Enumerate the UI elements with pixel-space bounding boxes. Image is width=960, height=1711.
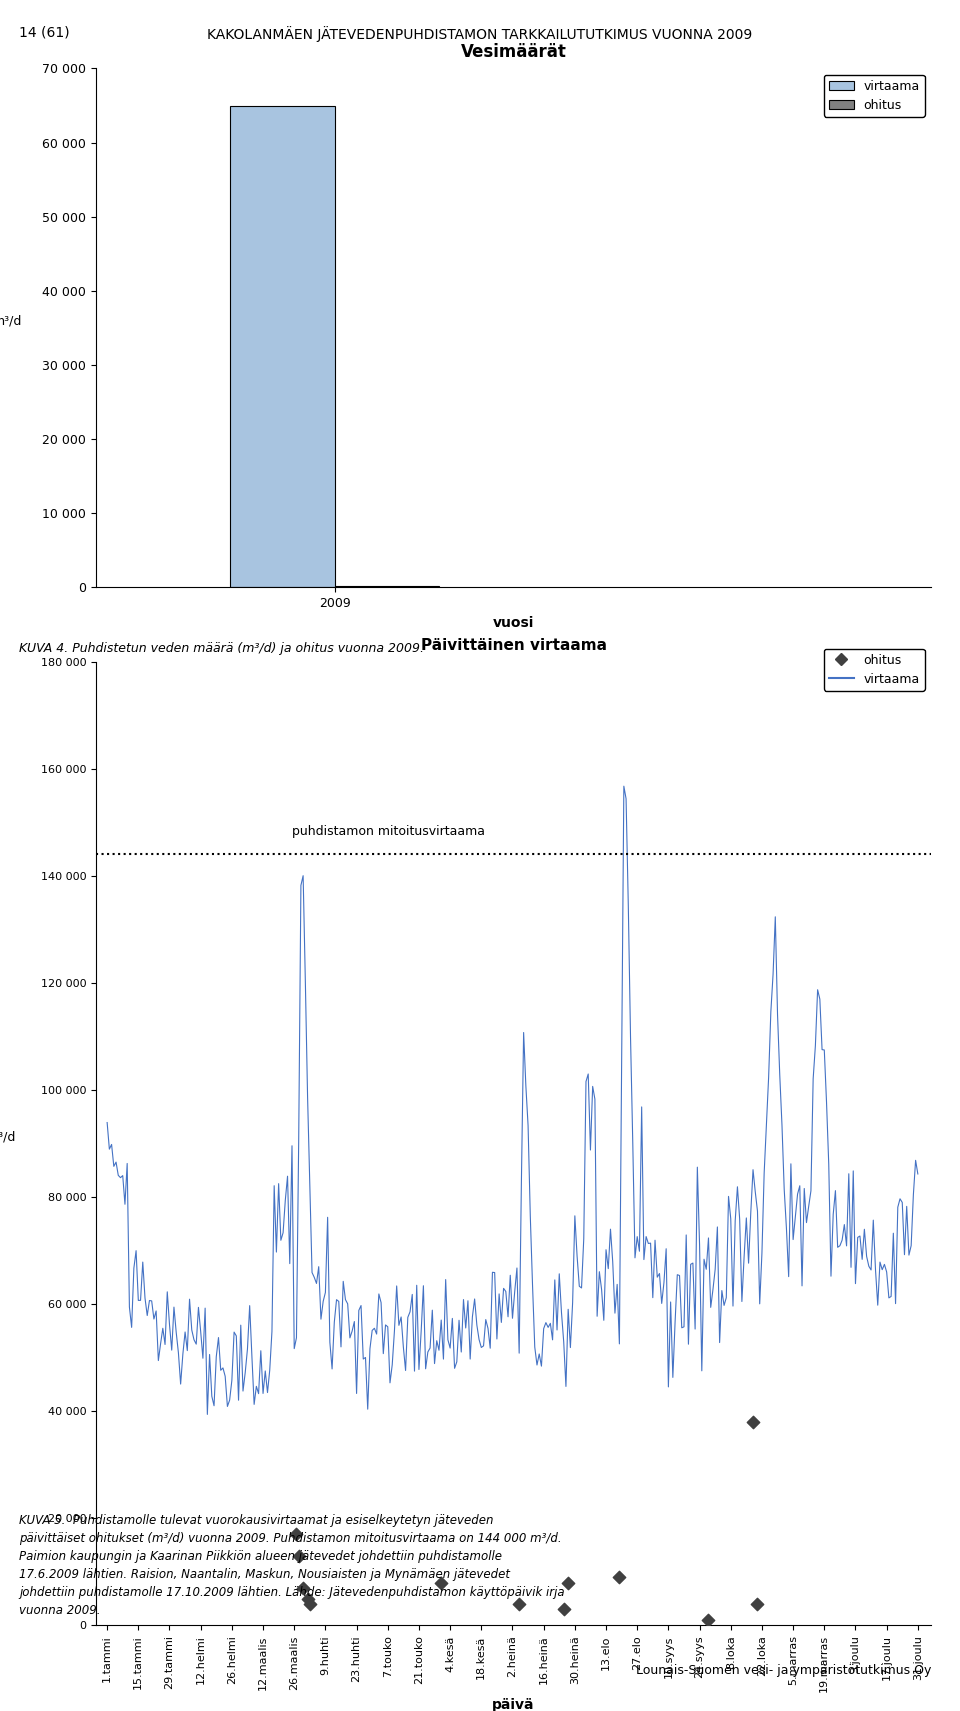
ohitus	[302, 1590, 318, 1617]
ohitus	[300, 1584, 315, 1612]
Legend: ohitus, virtaama: ohitus, virtaama	[824, 648, 924, 691]
Legend: virtaama, ohitus: virtaama, ohitus	[824, 75, 924, 116]
Text: 14 (61): 14 (61)	[19, 26, 70, 39]
ohitus	[434, 1569, 449, 1596]
ohitus	[296, 1574, 311, 1601]
ohitus	[750, 1590, 765, 1617]
Bar	[230, 106, 335, 587]
Text: Lounais-Suomen vesi- ja ympäristötutkimus Oy: Lounais-Suomen vesi- ja ympäristötutkimu…	[636, 1663, 931, 1677]
Title: Päivittäinen virtaama: Päivittäinen virtaama	[420, 638, 607, 654]
Title: Vesimäärät: Vesimäärät	[461, 43, 566, 62]
X-axis label: päivä: päivä	[492, 1697, 535, 1711]
Text: KUVA 5.  Puhdistamolle tulevat vuorokausivirtaamat ja esiselkeytetyn jäteveden
p: KUVA 5. Puhdistamolle tulevat vuorokausi…	[19, 1514, 564, 1617]
ohitus	[745, 1408, 760, 1436]
X-axis label: vuosi: vuosi	[492, 616, 535, 630]
ohitus	[512, 1590, 527, 1617]
ohitus	[561, 1569, 576, 1596]
Text: puhdistamon mitoitusvirtaama: puhdistamon mitoitusvirtaama	[292, 825, 485, 838]
ohitus	[701, 1607, 716, 1634]
Y-axis label: m³/d: m³/d	[0, 315, 22, 329]
ohitus	[612, 1564, 627, 1591]
ohitus	[556, 1596, 571, 1624]
Y-axis label: m³/d: m³/d	[0, 1131, 16, 1143]
Text: KUVA 4. Puhdistetun veden määrä (m³/d) ja ohitus vuonna 2009.: KUVA 4. Puhdistetun veden määrä (m³/d) j…	[19, 642, 424, 655]
Text: KAKOLANMÄEN JÄTEVEDENPUHDISTAMON TARKKAILUTUTKIMUS VUONNA 2009: KAKOLANMÄEN JÄTEVEDENPUHDISTAMON TARKKAI…	[207, 26, 753, 41]
ohitus	[291, 1542, 306, 1569]
ohitus	[289, 1521, 304, 1548]
